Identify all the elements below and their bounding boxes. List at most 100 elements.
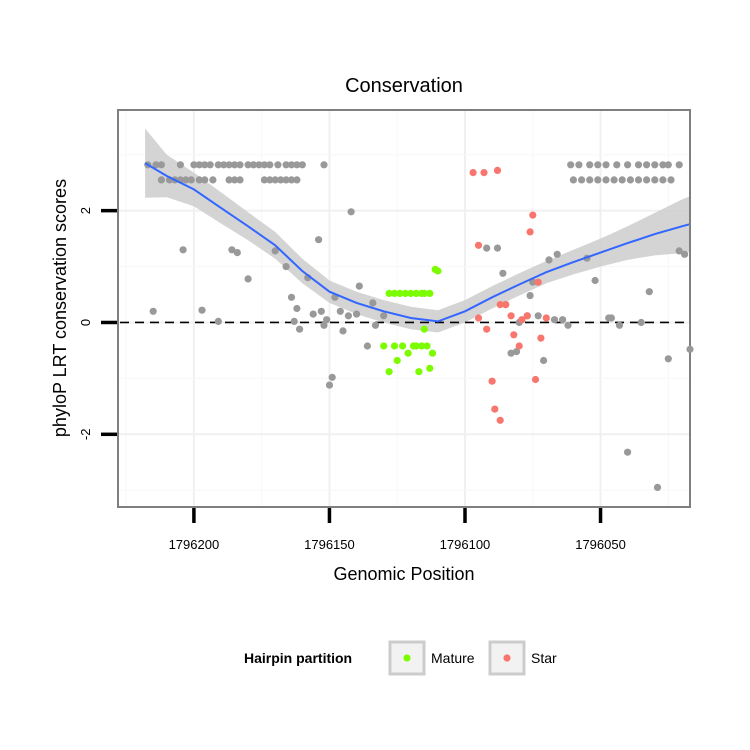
legend-title: Hairpin partition bbox=[244, 650, 352, 666]
point-star bbox=[531, 375, 540, 384]
point-other bbox=[206, 161, 214, 169]
point-other bbox=[296, 325, 304, 333]
point-mature bbox=[390, 342, 399, 350]
point-other bbox=[187, 176, 195, 184]
point-mature bbox=[426, 289, 434, 297]
y-tick-label: 0 bbox=[78, 319, 93, 326]
point-other bbox=[578, 176, 586, 184]
point-star bbox=[526, 228, 534, 236]
point-mature bbox=[428, 349, 437, 357]
point-other bbox=[233, 249, 241, 257]
point-other bbox=[626, 176, 635, 184]
point-mature bbox=[407, 289, 415, 297]
point-other bbox=[643, 176, 651, 184]
point-other bbox=[282, 263, 290, 271]
point-other bbox=[507, 349, 515, 357]
chart-title: Conservation bbox=[345, 75, 463, 97]
x-tick-label: 1796050 bbox=[575, 537, 626, 552]
point-star bbox=[480, 169, 488, 177]
point-star bbox=[534, 278, 542, 286]
point-mature bbox=[401, 289, 409, 297]
x-tick-label: 1796100 bbox=[440, 537, 491, 552]
point-other bbox=[255, 161, 263, 169]
point-other bbox=[493, 244, 502, 252]
point-other bbox=[225, 161, 233, 169]
point-other bbox=[157, 161, 165, 169]
point-other bbox=[618, 176, 626, 184]
point-star bbox=[491, 405, 499, 413]
point-star bbox=[537, 334, 545, 342]
point-other bbox=[371, 321, 380, 329]
y-tick-label: -2 bbox=[78, 429, 93, 441]
point-other bbox=[681, 250, 689, 258]
point-star bbox=[529, 211, 537, 219]
point-mature bbox=[393, 356, 401, 365]
point-other bbox=[344, 312, 352, 320]
point-other bbox=[260, 161, 268, 169]
point-other bbox=[624, 448, 632, 456]
y-axis-title: phyloP LRT conservation scores bbox=[50, 179, 70, 437]
point-mature bbox=[390, 289, 399, 297]
point-other bbox=[220, 161, 228, 169]
point-star bbox=[515, 342, 523, 350]
point-other bbox=[317, 307, 325, 315]
point-other bbox=[564, 321, 572, 329]
point-other bbox=[624, 161, 632, 169]
legend-key-mature bbox=[388, 640, 426, 676]
point-other bbox=[664, 355, 672, 363]
point-other bbox=[586, 176, 594, 184]
point-other bbox=[325, 381, 334, 389]
point-other bbox=[613, 161, 621, 169]
point-other bbox=[287, 293, 296, 301]
point-other bbox=[328, 373, 336, 381]
point-star bbox=[496, 301, 504, 309]
legend-swatch-star bbox=[503, 654, 511, 662]
point-star bbox=[474, 314, 483, 322]
point-star bbox=[488, 377, 496, 385]
point-other bbox=[293, 304, 301, 313]
point-other bbox=[260, 176, 268, 184]
point-mature bbox=[420, 289, 428, 297]
point-other bbox=[293, 176, 301, 184]
point-other bbox=[209, 176, 217, 184]
smooth-trend-line bbox=[144, 162, 689, 323]
point-other bbox=[293, 161, 301, 169]
x-axis: 1796200 1796150 1796100 1796050 bbox=[169, 508, 626, 552]
point-mature bbox=[380, 342, 388, 350]
point-other bbox=[214, 317, 222, 325]
legend-swatch-mature bbox=[403, 654, 411, 662]
point-other bbox=[355, 282, 363, 290]
point-other bbox=[339, 327, 347, 335]
y-axis: -2 0 2 bbox=[78, 207, 117, 440]
point-star bbox=[496, 416, 504, 424]
point-star bbox=[542, 314, 550, 322]
x-tick-label: 1796150 bbox=[304, 537, 355, 552]
legend-label-star: Star bbox=[531, 650, 557, 666]
point-other bbox=[179, 246, 187, 254]
point-other bbox=[149, 307, 157, 315]
point-other bbox=[534, 312, 542, 320]
point-other bbox=[353, 310, 361, 318]
point-other bbox=[664, 161, 672, 169]
point-other bbox=[602, 161, 610, 169]
point-other bbox=[323, 316, 331, 324]
point-star bbox=[493, 166, 502, 174]
point-other bbox=[651, 176, 659, 184]
point-other bbox=[643, 161, 651, 169]
point-star bbox=[518, 316, 526, 324]
point-other bbox=[575, 161, 583, 169]
point-other bbox=[249, 161, 258, 169]
point-other bbox=[653, 483, 662, 491]
point-other bbox=[675, 247, 683, 255]
point-other bbox=[347, 208, 355, 216]
point-star bbox=[474, 241, 483, 249]
point-other bbox=[277, 176, 285, 184]
point-other bbox=[152, 161, 160, 169]
point-other bbox=[320, 321, 328, 329]
point-star bbox=[523, 312, 531, 320]
point-other bbox=[336, 307, 344, 315]
point-other bbox=[290, 317, 298, 325]
point-other bbox=[266, 161, 274, 169]
point-other bbox=[686, 345, 694, 353]
